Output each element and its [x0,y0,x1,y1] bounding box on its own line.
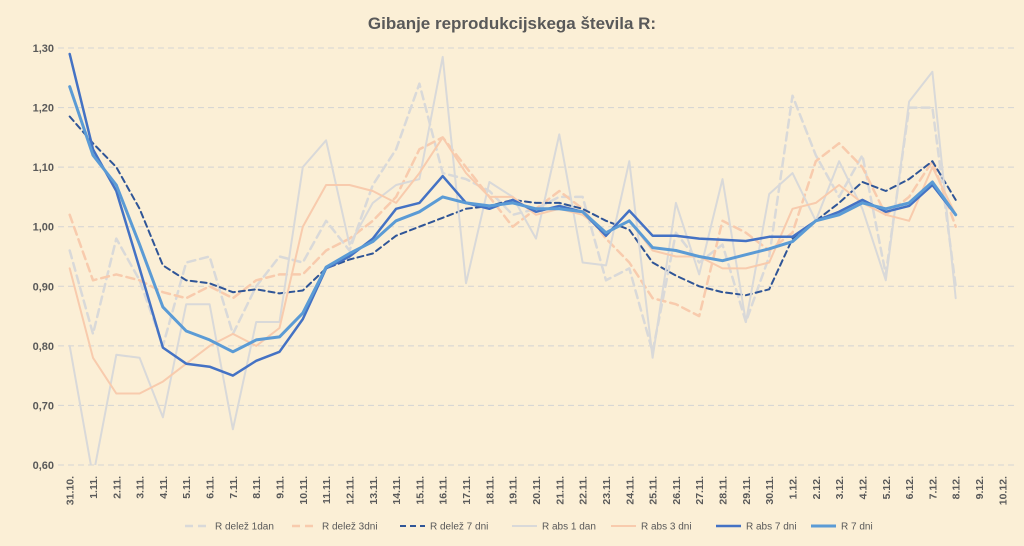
y-tick-label: 1,30 [33,43,54,55]
x-tick-label: 3.12. [834,476,846,499]
chart-title: Gibanje reprodukcijskega števila R: [368,14,656,33]
x-tick-label: 18.11. [484,476,496,505]
x-tick-label: 10.11. [298,476,310,505]
series-line-r-abs-3-dni [68,136,957,395]
x-tick-label: 31.10. [65,476,77,505]
x-tick-label: 17.11. [461,476,473,505]
x-tick-label: 4.12. [857,476,869,499]
x-tick-label: 4.11. [158,476,170,499]
x-tick-label: 1.11. [88,476,100,499]
x-tick-label: 22.11. [578,476,590,505]
legend-label: R delež 7 dni [430,522,488,533]
x-tick-label: 9.11. [275,476,287,499]
y-tick-label: 1,00 [33,222,54,234]
series-line-r-dele-3dni [68,136,957,318]
y-tick-label: 0,80 [33,341,54,353]
x-tick-label: 7.12. [927,476,939,499]
x-tick-label: 2.12. [811,476,823,499]
legend-label: R abs 1 dan [542,522,596,533]
x-tick-label: 19.11. [508,476,520,505]
x-tick-label: 14.11. [391,476,403,505]
x-tick-label: 9.12. [974,476,986,499]
legend-label: R delež 3dni [322,522,378,533]
legend-label: R abs 7 dni [746,522,797,533]
x-tick-label: 5.12. [881,476,893,499]
x-tick-label: 8.11. [251,476,263,499]
series-line-r-dele-7-dni [68,115,957,297]
x-tick-label: 30.11. [764,476,776,505]
series-line-r-dele-1dan [68,82,957,354]
x-tick-label: 20.11. [531,476,543,505]
x-tick-label: 26.11. [671,476,683,505]
x-tick-label: 8.12. [951,476,963,499]
x-tick-label: 6.12. [904,476,916,499]
y-tick-label: 0,90 [33,281,54,293]
x-tick-label: 7.11. [228,476,240,499]
x-tick-label: 12.11. [344,476,356,505]
legend-label: R delež 1dan [215,522,274,533]
x-tick-label: 23.11. [601,476,613,505]
x-tick-label: 24.11. [624,476,636,505]
y-tick-label: 1,20 [33,103,54,115]
y-tick-label: 1,10 [33,162,54,174]
series-line-r-abs-1-dan [68,55,957,465]
x-tick-label: 11.11. [321,476,333,504]
legend-label: R abs 3 dni [641,522,692,533]
x-tick-label: 6.11. [205,476,217,499]
x-tick-label: 29.11. [741,476,753,505]
x-tick-label: 25.11. [648,476,660,505]
x-tick-label: 13.11. [368,476,380,505]
x-tick-label: 5.11. [181,476,193,499]
x-tick-label: 2.11. [111,476,123,499]
series-line-r-7-dni [68,85,958,354]
x-tick-label: 28.11. [718,476,730,505]
x-tick-label: 27.11. [694,476,706,505]
x-tick-label: 10.12. [997,476,1009,505]
x-tick-label: 1.12. [787,476,799,499]
legend-label: R 7 dni [841,522,873,533]
x-tick-label: 16.11. [438,476,450,505]
x-tick-label: 15.11. [414,476,426,505]
x-tick-label: 3.11. [135,476,147,499]
y-tick-label: 0,60 [33,460,54,472]
x-tick-label: 21.11. [554,476,566,505]
y-tick-label: 0,70 [33,400,54,412]
